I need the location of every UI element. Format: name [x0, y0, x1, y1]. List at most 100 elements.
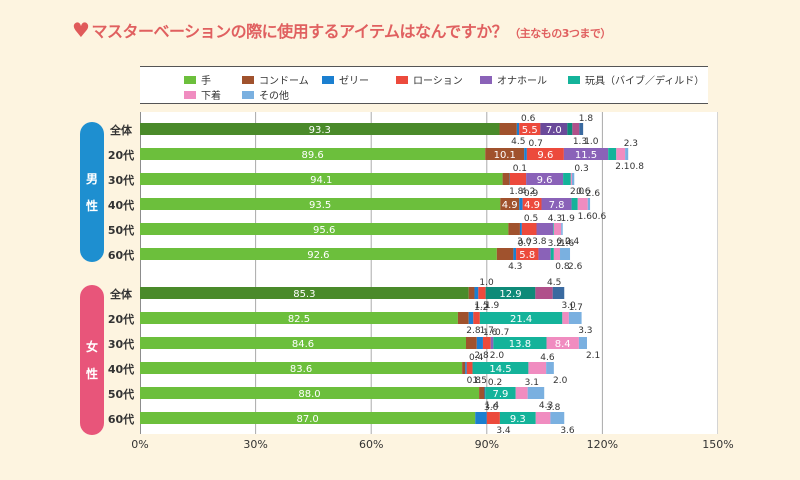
row-label: 20代 [107, 149, 135, 162]
bar-segment [502, 173, 510, 185]
bar-segment [527, 387, 545, 399]
data-label: 5.5 [522, 125, 538, 136]
data-label: 1.0 [584, 137, 599, 147]
bar-segment [513, 248, 517, 260]
bar-segment [526, 148, 564, 160]
data-label: 0.8 [630, 162, 645, 172]
bar-segment [522, 198, 542, 210]
data-label: 0.8 [555, 262, 570, 272]
data-label: 3.8 [532, 237, 547, 247]
data-label: 3.0 [561, 301, 576, 311]
bar-segment [140, 337, 466, 349]
bar-segment [519, 198, 523, 210]
bar-segment [499, 123, 517, 135]
data-label: 3.4 [496, 426, 511, 434]
bar-segment [608, 148, 617, 160]
bar-segment [468, 287, 475, 299]
bar-segment [479, 312, 563, 324]
bar-segment [567, 123, 573, 135]
data-label: 1.5 [473, 376, 487, 386]
data-label: 0.9 [524, 189, 539, 199]
bar-segment [140, 173, 503, 185]
data-label: 1.7 [480, 326, 494, 336]
data-label: 9.6 [537, 175, 553, 186]
row-label: 全体 [110, 124, 132, 137]
data-label: 8.4 [555, 339, 571, 350]
data-label: 93.3 [309, 125, 331, 136]
bar-segment [140, 362, 463, 374]
bar-segment [140, 412, 476, 424]
legend-swatch [480, 75, 492, 84]
data-label: 93.5 [309, 200, 331, 211]
data-label: 2.1 [586, 351, 600, 361]
bar-segment [540, 123, 568, 135]
row-label: 全体 [110, 288, 132, 301]
bar-segment [486, 412, 500, 424]
data-label: 0.7 [518, 239, 532, 249]
bar-segment [528, 362, 547, 374]
legend: 手 コンドーム ゼリー ローション オナホール 玩具（バイブ／ディルド） 下着 その他 [140, 66, 708, 104]
row-label: 60代 [107, 413, 135, 426]
data-label: 7.8 [549, 200, 565, 211]
data-label: 1.0 [479, 278, 494, 288]
data-label: 0.4 [469, 353, 484, 363]
data-label: 0.4 [565, 237, 580, 247]
bar-segment [570, 173, 572, 185]
data-label: 11.5 [575, 150, 597, 161]
data-label: 3.6 [560, 426, 575, 434]
data-label: 1.3 [573, 137, 587, 147]
legend-swatch [242, 90, 254, 99]
bar-segment [509, 173, 527, 185]
legend-item: コンドーム [242, 72, 322, 87]
legend-item: その他 [242, 87, 302, 102]
data-label: 0.1 [513, 164, 527, 174]
data-label: 0.6 [576, 187, 591, 197]
bar-segment [568, 312, 582, 324]
data-label: 10.1 [494, 150, 516, 161]
data-label: 7.9 [493, 389, 509, 400]
title-text: マスターベーションの際に使用するアイテムはなんですか？ [91, 22, 508, 41]
bar-segment [508, 223, 520, 235]
legend-item: 下着 [184, 87, 242, 102]
bar-segment [473, 312, 480, 324]
data-label: 0.6 [521, 114, 536, 124]
data-label: 0.8 [467, 376, 482, 386]
bar-segment [500, 198, 520, 210]
bar-segment [140, 148, 486, 160]
data-label: 9.6 [537, 150, 553, 161]
x-tick-label: 150% [702, 438, 734, 451]
bar-segment [140, 248, 497, 260]
group-label-char: 男 [85, 172, 98, 186]
data-label: 2.6 [586, 189, 601, 199]
data-label: 89.6 [301, 150, 323, 161]
legend-item: ゼリー [322, 72, 396, 87]
bar-segment [515, 387, 528, 399]
bar-segment [526, 173, 564, 185]
data-label: 9.3 [510, 414, 526, 425]
data-label: 3.2 [548, 239, 562, 249]
data-label: 2.1 [615, 162, 629, 172]
row-label: 30代 [107, 338, 135, 351]
data-label: 2.0 [570, 187, 585, 197]
bar-segment [579, 123, 584, 135]
bar-segment [482, 337, 491, 349]
data-label: 85.3 [293, 289, 315, 300]
data-label: 1.9 [485, 301, 500, 311]
chart-title: ♥ マスターベーションの際に使用するアイテムはなんですか？ （主なもの3つまで） [72, 18, 611, 42]
bar-segment [563, 173, 571, 185]
bar-segment [552, 287, 565, 299]
bar-segment [535, 287, 553, 299]
bar-segment [546, 337, 579, 349]
data-label: 1.4 [485, 401, 500, 411]
data-label: 4.2 [521, 187, 535, 197]
bar-segment [546, 362, 554, 374]
data-label: 0.3 [574, 164, 588, 174]
row-label: 50代 [107, 224, 135, 237]
data-label: 4.6 [540, 353, 555, 363]
row-label: 30代 [107, 174, 135, 187]
data-label: 21.4 [510, 314, 532, 325]
legend-label: 手 [201, 76, 211, 87]
bar-segment [140, 312, 458, 324]
row-label: 40代 [107, 199, 135, 212]
bar-segment [485, 287, 536, 299]
